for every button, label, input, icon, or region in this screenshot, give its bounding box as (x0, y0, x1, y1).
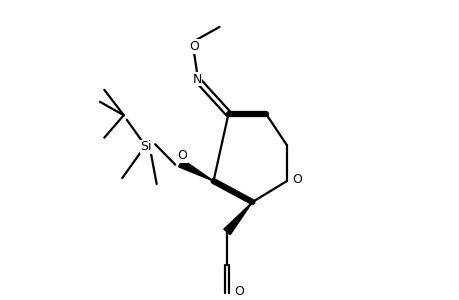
Text: O: O (189, 40, 199, 53)
Polygon shape (178, 159, 213, 181)
Text: O: O (177, 149, 187, 162)
Text: Si: Si (140, 140, 151, 153)
Text: O: O (292, 173, 302, 186)
Text: O: O (234, 285, 243, 298)
Text: N: N (192, 73, 202, 86)
Polygon shape (224, 202, 252, 235)
